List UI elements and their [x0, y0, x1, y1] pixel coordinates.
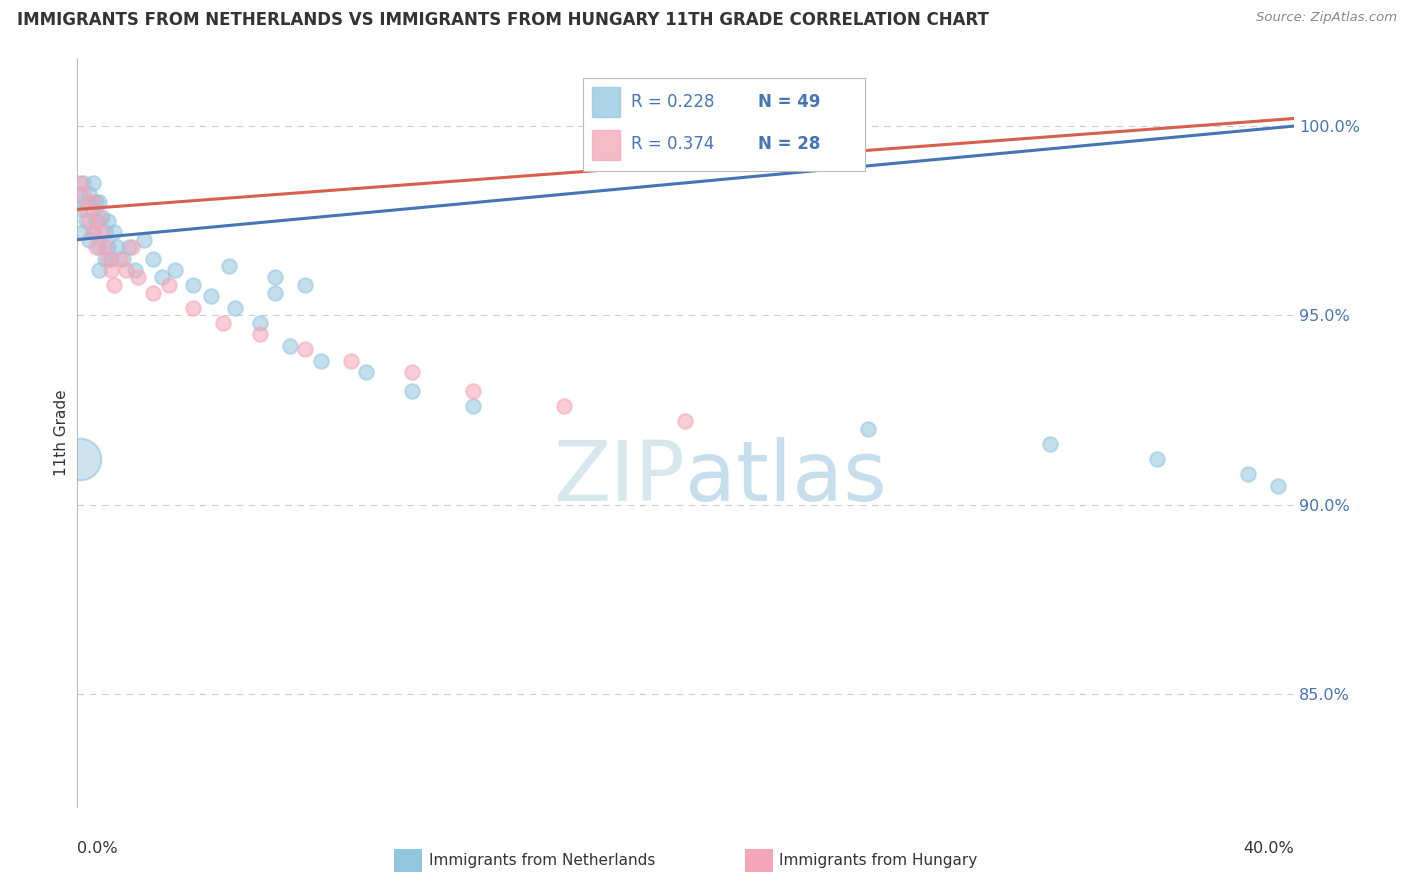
- Point: [82, 176, 104, 190]
- Point: [79, 213, 101, 227]
- Point: [124, 263, 146, 277]
- Point: [127, 270, 149, 285]
- Point: [84, 240, 107, 254]
- Point: [121, 240, 143, 254]
- Point: [1039, 437, 1062, 451]
- Y-axis label: 11th Grade: 11th Grade: [53, 389, 69, 476]
- Point: [79, 233, 101, 247]
- Text: 0.0%: 0.0%: [77, 841, 118, 856]
- Point: [84, 213, 107, 227]
- Point: [79, 187, 101, 202]
- Point: [69, 187, 91, 202]
- Point: [72, 225, 94, 239]
- Point: [75, 202, 97, 217]
- Point: [82, 202, 104, 217]
- Point: [264, 270, 287, 285]
- Point: [675, 414, 697, 428]
- Point: [87, 210, 110, 224]
- Text: 40.0%: 40.0%: [1243, 841, 1294, 856]
- Point: [97, 240, 120, 254]
- Point: [142, 285, 165, 300]
- Point: [1267, 478, 1289, 492]
- Point: [856, 422, 879, 436]
- Text: Immigrants from Netherlands: Immigrants from Netherlands: [429, 854, 655, 868]
- Point: [340, 353, 363, 368]
- Point: [163, 263, 186, 277]
- Point: [93, 252, 115, 266]
- Point: [118, 240, 141, 254]
- Point: [294, 278, 316, 293]
- Point: [69, 202, 91, 217]
- Point: [100, 252, 122, 266]
- Point: [100, 263, 122, 277]
- Point: [82, 225, 104, 239]
- Point: [401, 365, 423, 379]
- Point: [69, 452, 91, 467]
- Point: [87, 194, 110, 209]
- Point: [90, 225, 112, 239]
- Text: Source: ZipAtlas.com: Source: ZipAtlas.com: [1257, 11, 1398, 24]
- Point: [82, 225, 104, 239]
- Text: N = 49: N = 49: [758, 93, 820, 111]
- Point: [218, 259, 240, 273]
- Bar: [592, 130, 620, 160]
- Point: [181, 278, 204, 293]
- Point: [200, 289, 222, 303]
- Text: R = 0.228: R = 0.228: [631, 93, 714, 111]
- Point: [93, 240, 115, 254]
- Point: [87, 263, 110, 277]
- Text: R = 0.374: R = 0.374: [631, 135, 714, 153]
- Point: [249, 316, 271, 330]
- Point: [97, 252, 120, 266]
- Point: [82, 194, 104, 209]
- Point: [87, 240, 110, 254]
- Point: [75, 213, 97, 227]
- Point: [401, 384, 423, 398]
- Point: [72, 176, 94, 190]
- Text: N = 28: N = 28: [758, 135, 820, 153]
- Point: [249, 327, 271, 342]
- Point: [105, 240, 128, 254]
- Point: [84, 194, 107, 209]
- Point: [181, 301, 204, 315]
- Point: [553, 399, 575, 413]
- Point: [278, 338, 301, 352]
- Point: [134, 233, 156, 247]
- Point: [115, 263, 138, 277]
- Point: [75, 194, 97, 209]
- Point: [69, 176, 91, 190]
- Point: [157, 278, 180, 293]
- Point: [294, 343, 316, 357]
- Text: Immigrants from Hungary: Immigrants from Hungary: [779, 854, 977, 868]
- Point: [97, 213, 120, 227]
- Point: [103, 278, 125, 293]
- Point: [1146, 452, 1168, 467]
- Text: atlas: atlas: [686, 437, 887, 518]
- Point: [72, 187, 94, 202]
- Point: [461, 384, 484, 398]
- Text: IMMIGRANTS FROM NETHERLANDS VS IMMIGRANTS FROM HUNGARY 11TH GRADE CORRELATION CH: IMMIGRANTS FROM NETHERLANDS VS IMMIGRANT…: [17, 11, 988, 29]
- Point: [90, 210, 112, 224]
- Point: [103, 225, 125, 239]
- Point: [1237, 467, 1260, 482]
- Point: [309, 353, 332, 368]
- Point: [93, 225, 115, 239]
- Bar: [592, 87, 620, 118]
- Point: [224, 301, 246, 315]
- Point: [108, 252, 131, 266]
- Point: [264, 285, 287, 300]
- Point: [152, 270, 174, 285]
- Point: [354, 365, 377, 379]
- Point: [142, 252, 165, 266]
- Point: [212, 316, 235, 330]
- Text: ZIP: ZIP: [554, 437, 686, 518]
- Point: [111, 252, 134, 266]
- Point: [461, 399, 484, 413]
